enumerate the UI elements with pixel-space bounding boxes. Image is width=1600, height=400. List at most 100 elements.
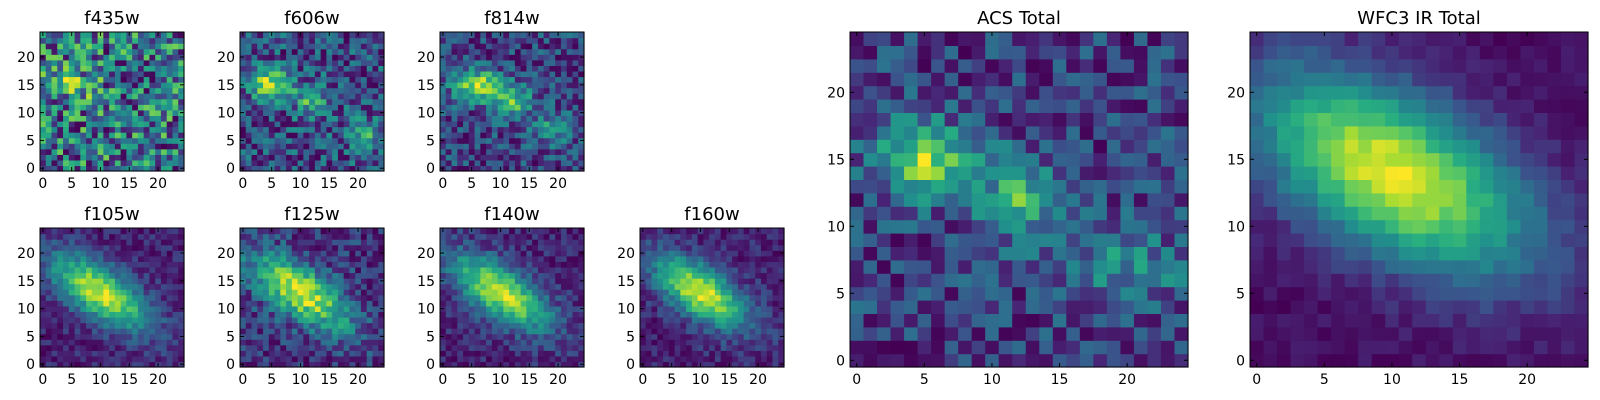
heatmap-cell — [537, 278, 545, 285]
heatmap-cell — [372, 328, 379, 335]
heatmap-cell — [526, 344, 533, 351]
heatmap-cell — [126, 272, 133, 279]
heatmap-cell — [45, 59, 53, 66]
heatmap-cell — [445, 143, 453, 150]
heatmap-cell — [1039, 166, 1054, 180]
heatmap-cell — [120, 255, 127, 262]
heatmap-cell — [850, 353, 865, 368]
heatmap-cell — [572, 126, 579, 133]
heatmap-cell — [103, 87, 110, 94]
heatmap-cell — [257, 54, 264, 61]
heatmap-cell — [80, 233, 87, 240]
heatmap-cell — [543, 355, 551, 363]
heatmap-cell — [1025, 326, 1040, 341]
heatmap-cell — [286, 54, 293, 61]
heatmap-cell — [109, 104, 116, 111]
heatmap-cell — [286, 93, 293, 100]
heatmap-cell — [274, 54, 281, 61]
heatmap-cell — [91, 344, 99, 351]
heatmap-cell — [863, 192, 878, 207]
heatmap-cell — [178, 104, 185, 111]
heatmap-cell — [109, 154, 116, 161]
heatmap-cell — [355, 126, 362, 133]
heatmap-cell — [291, 261, 299, 268]
heatmap-cell — [1147, 233, 1162, 247]
heatmap-cell — [537, 339, 545, 346]
heatmap-cell — [257, 82, 264, 89]
heatmap-cell — [760, 322, 768, 329]
y-tick-label: 0 — [626, 357, 635, 373]
heatmap-cell — [468, 87, 476, 94]
heatmap-cell — [766, 294, 774, 301]
heatmap-cell — [457, 65, 464, 72]
heatmap-cell — [149, 261, 156, 268]
heatmap-cell — [772, 333, 779, 340]
heatmap-cell — [291, 278, 299, 285]
heatmap-cell — [468, 76, 476, 83]
heatmap-cell — [297, 115, 304, 122]
heatmap-cell — [40, 120, 47, 128]
heatmap-cell — [68, 37, 76, 44]
heatmap-cell — [263, 48, 270, 55]
heatmap-cell — [474, 228, 481, 235]
heatmap-cell — [532, 316, 539, 324]
heatmap-cell — [726, 316, 733, 324]
heatmap-cell — [668, 322, 676, 329]
heatmap-cell — [1066, 233, 1081, 247]
heatmap-cell — [440, 344, 447, 351]
heatmap-cell — [114, 148, 122, 155]
heatmap-cell — [251, 244, 258, 251]
heatmap-cell — [103, 300, 110, 307]
heatmap-cell — [651, 300, 658, 307]
heatmap-cell — [309, 328, 316, 335]
heatmap-cell — [503, 65, 510, 72]
heatmap-cell — [274, 154, 281, 161]
heatmap-cell — [314, 143, 322, 150]
heatmap-cell — [440, 266, 447, 274]
heatmap-cell — [572, 316, 579, 324]
heatmap-cell — [486, 344, 493, 351]
heatmap-cell — [549, 120, 556, 128]
heatmap-cell — [45, 339, 53, 346]
heatmap-cell — [497, 148, 504, 155]
heatmap-cell — [486, 261, 493, 268]
heatmap-cell — [274, 278, 281, 285]
heatmap-cell — [251, 93, 258, 100]
heatmap-cell — [86, 239, 93, 246]
heatmap-cell — [1025, 246, 1040, 261]
heatmap-cell — [109, 165, 116, 172]
heatmap-cell — [491, 255, 499, 262]
heatmap-cell — [463, 148, 470, 155]
heatmap-cell — [526, 115, 533, 122]
heatmap-cell — [732, 355, 739, 363]
heatmap-cell — [1025, 233, 1040, 247]
heatmap-cell — [549, 143, 556, 150]
heatmap-cell — [86, 137, 93, 144]
heatmap-cell — [691, 255, 699, 262]
heatmap-cell — [474, 76, 481, 83]
heatmap-cell — [1025, 192, 1040, 207]
heatmap-cell — [332, 104, 339, 111]
heatmap-cell — [337, 333, 345, 340]
heatmap-cell — [366, 109, 374, 116]
heatmap-cell — [68, 109, 76, 116]
heatmap-cell — [491, 143, 499, 150]
heatmap-cell — [63, 233, 70, 240]
heatmap-cell — [372, 361, 379, 368]
heatmap-cell — [68, 159, 76, 167]
heatmap-cell — [240, 159, 247, 167]
heatmap-cell — [486, 361, 493, 368]
heatmap-cell — [245, 250, 253, 257]
heatmap-cell — [486, 120, 493, 128]
heatmap-cell — [543, 115, 551, 122]
heatmap-cell — [451, 233, 458, 240]
heatmap-cell — [349, 233, 356, 240]
heatmap-cell — [743, 250, 751, 257]
heatmap-cell — [297, 87, 304, 94]
heatmap-cell — [509, 250, 516, 257]
heatmap-cell — [709, 305, 716, 312]
heatmap-cell — [514, 87, 522, 94]
heatmap-cell — [155, 82, 162, 89]
heatmap-cell — [755, 328, 762, 335]
heatmap-cell — [178, 37, 185, 44]
